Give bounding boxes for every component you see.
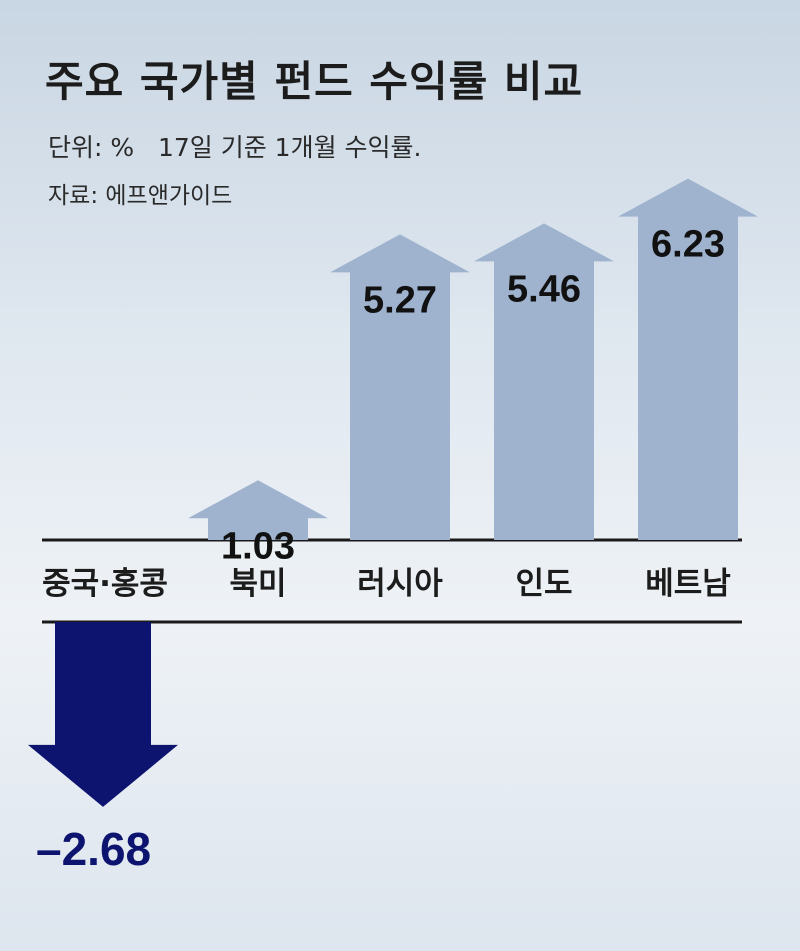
- unit-note: 단위: % 17일 기준 1개월 수익률.: [48, 133, 422, 162]
- category-label-1: 중국·홍콩: [42, 566, 168, 602]
- category-label-3: 러시아: [357, 566, 443, 602]
- data-label-5: 6.23: [651, 224, 725, 266]
- bar-arrow-4: [474, 223, 614, 540]
- source-note: 자료: 에프앤가이드: [48, 183, 233, 209]
- bar-arrow-2: [188, 480, 328, 540]
- bar-arrow-1: [28, 622, 178, 807]
- category-label-5: 베트남: [645, 566, 731, 602]
- category-label-4: 인도: [515, 566, 572, 602]
- data-label-3: 5.27: [363, 279, 437, 321]
- data-label-1: –2.68: [36, 823, 151, 875]
- data-label-4: 5.46: [507, 268, 581, 310]
- bar-arrow-5: [618, 178, 758, 540]
- chart-title: 주요 국가별 펀드 수익률 비교: [45, 57, 584, 106]
- data-label-2: 1.03: [221, 525, 295, 567]
- category-label-2: 북미: [229, 566, 286, 602]
- bar-arrow-3: [330, 234, 470, 540]
